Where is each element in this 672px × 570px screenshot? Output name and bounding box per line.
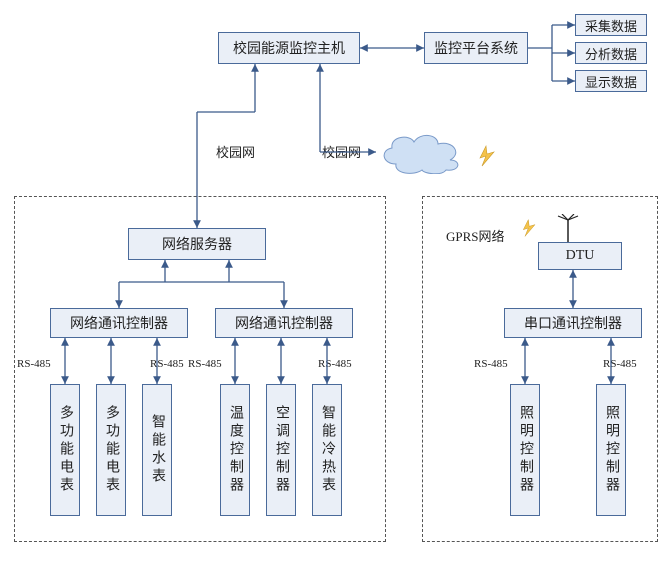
node-netctrl1-label: 网络通讯控制器 — [70, 313, 168, 333]
antenna-icon — [554, 214, 582, 242]
node-analyze-label: 分析数据 — [585, 44, 637, 63]
diagram-container: 校园能源监控主机 监控平台系统 采集数据 分析数据 显示数据 网络服务器 网络通… — [0, 0, 672, 570]
node-dtu-label: DTU — [566, 248, 595, 264]
label-rs485-5: RS-485 — [474, 358, 508, 370]
node-dev-heat: 智能冷热表 — [312, 384, 342, 516]
label-rs485-6: RS-485 — [603, 358, 637, 370]
dev-water-label: 智能水表 — [147, 414, 167, 486]
dev-heat-label: 智能冷热表 — [317, 405, 337, 495]
dev-light2-label: 照明控制器 — [601, 405, 621, 495]
node-platform: 监控平台系统 — [424, 32, 528, 64]
label-campus2: 校园网 — [322, 142, 361, 161]
node-netserver-label: 网络服务器 — [162, 234, 232, 254]
bolt-icon-1 — [476, 144, 500, 168]
node-host-label: 校园能源监控主机 — [233, 38, 345, 58]
label-rs485-2: RS-485 — [150, 358, 184, 370]
node-collect: 采集数据 — [575, 14, 647, 36]
node-dev-mfe2: 多功能电表 — [96, 384, 126, 516]
node-dev-light1: 照明控制器 — [510, 384, 540, 516]
dev-mfe1-label: 多功能电表 — [55, 405, 75, 495]
dev-mfe2-label: 多功能电表 — [101, 405, 121, 495]
node-serialctrl: 串口通讯控制器 — [504, 308, 642, 338]
node-host: 校园能源监控主机 — [218, 32, 360, 64]
label-rs485-1: RS-485 — [17, 358, 51, 370]
node-display: 显示数据 — [575, 70, 647, 92]
node-dtu: DTU — [538, 242, 622, 270]
label-rs485-4: RS-485 — [318, 358, 352, 370]
node-netserver: 网络服务器 — [128, 228, 266, 260]
dev-temp-label: 温度控制器 — [225, 405, 245, 495]
node-dev-mfe1: 多功能电表 — [50, 384, 80, 516]
node-display-label: 显示数据 — [585, 72, 637, 91]
node-dev-temp: 温度控制器 — [220, 384, 250, 516]
node-collect-label: 采集数据 — [585, 16, 637, 35]
node-serialctrl-label: 串口通讯控制器 — [524, 313, 622, 333]
node-dev-light2: 照明控制器 — [596, 384, 626, 516]
node-dev-ac: 空调控制器 — [266, 384, 296, 516]
dev-light1-label: 照明控制器 — [515, 405, 535, 495]
node-dev-water: 智能水表 — [142, 384, 172, 516]
node-netctrl2: 网络通讯控制器 — [215, 308, 353, 338]
cloud-icon — [376, 130, 468, 174]
bolt-icon-2 — [520, 218, 540, 238]
label-campus1: 校园网 — [216, 142, 255, 161]
dev-ac-label: 空调控制器 — [271, 405, 291, 495]
node-platform-label: 监控平台系统 — [434, 38, 518, 58]
label-gprs2: GPRS网络 — [446, 226, 505, 245]
node-analyze: 分析数据 — [575, 42, 647, 64]
label-rs485-3: RS-485 — [188, 358, 222, 370]
node-netctrl1: 网络通讯控制器 — [50, 308, 188, 338]
node-netctrl2-label: 网络通讯控制器 — [235, 313, 333, 333]
